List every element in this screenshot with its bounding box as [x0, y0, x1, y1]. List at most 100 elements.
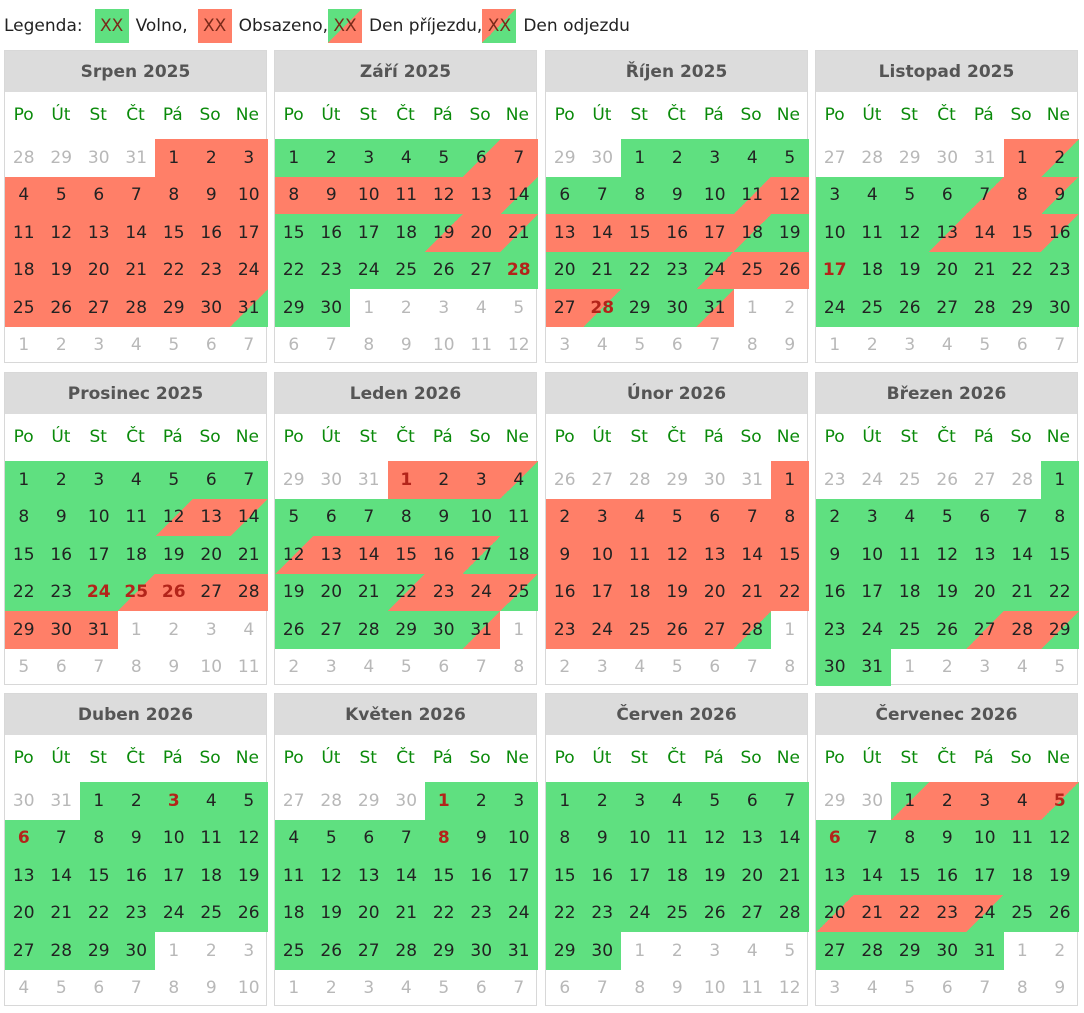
day-cell[interactable]: 14	[387, 857, 425, 895]
day-cell[interactable]: 12	[696, 819, 734, 857]
day-cell[interactable]: 8	[1041, 498, 1079, 536]
day-cell[interactable]: 18	[275, 894, 313, 932]
day-cell[interactable]: 20	[696, 573, 734, 611]
day-cell[interactable]: 31	[500, 932, 538, 970]
day-cell[interactable]: 24	[80, 573, 118, 611]
day-cell[interactable]: 17	[462, 536, 500, 574]
day-cell[interactable]: 28	[117, 289, 155, 327]
day-cell[interactable]: 27	[966, 611, 1004, 649]
day-cell[interactable]: 9	[816, 536, 854, 574]
day-cell[interactable]: 2	[425, 461, 463, 499]
day-cell[interactable]: 31	[80, 611, 118, 649]
day-cell[interactable]: 22	[275, 251, 313, 289]
day-cell[interactable]: 10	[350, 176, 388, 214]
day-cell[interactable]: 11	[500, 498, 538, 536]
day-cell[interactable]: 30	[816, 648, 854, 686]
day-cell[interactable]: 15	[546, 857, 584, 895]
day-cell[interactable]: 27	[350, 932, 388, 970]
day-cell[interactable]: 5	[1041, 782, 1079, 820]
day-cell[interactable]: 17	[696, 214, 734, 252]
day-cell[interactable]: 9	[462, 819, 500, 857]
day-cell[interactable]: 19	[42, 251, 80, 289]
day-cell[interactable]: 28	[966, 289, 1004, 327]
day-cell[interactable]: 7	[350, 498, 388, 536]
day-cell[interactable]: 1	[5, 461, 43, 499]
day-cell[interactable]: 24	[853, 611, 891, 649]
day-cell[interactable]: 3	[696, 139, 734, 177]
day-cell[interactable]: 27	[816, 932, 854, 970]
day-cell[interactable]: 24	[966, 894, 1004, 932]
day-cell[interactable]: 7	[853, 819, 891, 857]
day-cell[interactable]: 2	[583, 782, 621, 820]
day-cell[interactable]: 2	[1041, 139, 1079, 177]
day-cell[interactable]: 13	[312, 536, 350, 574]
day-cell[interactable]: 13	[192, 498, 230, 536]
day-cell[interactable]: 31	[462, 611, 500, 649]
day-cell[interactable]: 23	[928, 894, 966, 932]
day-cell[interactable]: 29	[155, 289, 193, 327]
day-cell[interactable]: 7	[117, 176, 155, 214]
day-cell[interactable]: 26	[275, 611, 313, 649]
day-cell[interactable]: 18	[192, 857, 230, 895]
day-cell[interactable]: 21	[500, 214, 538, 252]
day-cell[interactable]: 5	[891, 176, 929, 214]
day-cell[interactable]: 16	[192, 214, 230, 252]
day-cell[interactable]: 26	[928, 611, 966, 649]
day-cell[interactable]: 23	[192, 251, 230, 289]
day-cell[interactable]: 8	[1003, 176, 1041, 214]
day-cell[interactable]: 30	[583, 932, 621, 970]
day-cell[interactable]: 26	[696, 894, 734, 932]
day-cell[interactable]: 30	[462, 932, 500, 970]
day-cell[interactable]: 24	[230, 251, 268, 289]
day-cell[interactable]: 1	[1003, 139, 1041, 177]
day-cell[interactable]: 20	[733, 857, 771, 895]
day-cell[interactable]: 5	[658, 498, 696, 536]
day-cell[interactable]: 15	[425, 857, 463, 895]
day-cell[interactable]: 19	[155, 536, 193, 574]
day-cell[interactable]: 22	[5, 573, 43, 611]
day-cell[interactable]: 29	[546, 932, 584, 970]
day-cell[interactable]: 28	[583, 289, 621, 327]
day-cell[interactable]: 1	[1041, 461, 1079, 499]
day-cell[interactable]: 20	[80, 251, 118, 289]
day-cell[interactable]: 28	[42, 932, 80, 970]
day-cell[interactable]: 26	[155, 573, 193, 611]
day-cell[interactable]: 23	[462, 894, 500, 932]
day-cell[interactable]: 6	[80, 176, 118, 214]
day-cell[interactable]: 16	[312, 214, 350, 252]
day-cell[interactable]: 16	[1041, 214, 1079, 252]
day-cell[interactable]: 3	[230, 139, 268, 177]
day-cell[interactable]: 20	[966, 573, 1004, 611]
day-cell[interactable]: 16	[658, 214, 696, 252]
day-cell[interactable]: 18	[853, 251, 891, 289]
day-cell[interactable]: 11	[387, 176, 425, 214]
day-cell[interactable]: 30	[658, 289, 696, 327]
day-cell[interactable]: 1	[155, 139, 193, 177]
day-cell[interactable]: 1	[546, 782, 584, 820]
day-cell[interactable]: 2	[192, 139, 230, 177]
day-cell[interactable]: 18	[891, 573, 929, 611]
day-cell[interactable]: 11	[117, 498, 155, 536]
day-cell[interactable]: 17	[350, 214, 388, 252]
day-cell[interactable]: 19	[771, 214, 809, 252]
day-cell[interactable]: 25	[387, 251, 425, 289]
day-cell[interactable]: 4	[621, 498, 659, 536]
day-cell[interactable]: 23	[546, 611, 584, 649]
day-cell[interactable]: 17	[853, 573, 891, 611]
day-cell[interactable]: 29	[425, 932, 463, 970]
day-cell[interactable]: 16	[583, 857, 621, 895]
day-cell[interactable]: 6	[733, 782, 771, 820]
day-cell[interactable]: 26	[658, 611, 696, 649]
day-cell[interactable]: 20	[5, 894, 43, 932]
day-cell[interactable]: 15	[1041, 536, 1079, 574]
day-cell[interactable]: 28	[771, 894, 809, 932]
day-cell[interactable]: 3	[500, 782, 538, 820]
day-cell[interactable]: 10	[853, 536, 891, 574]
day-cell[interactable]: 1	[387, 461, 425, 499]
day-cell[interactable]: 26	[312, 932, 350, 970]
day-cell[interactable]: 13	[928, 214, 966, 252]
day-cell[interactable]: 12	[42, 214, 80, 252]
day-cell[interactable]: 1	[891, 782, 929, 820]
day-cell[interactable]: 22	[621, 251, 659, 289]
day-cell[interactable]: 8	[771, 498, 809, 536]
